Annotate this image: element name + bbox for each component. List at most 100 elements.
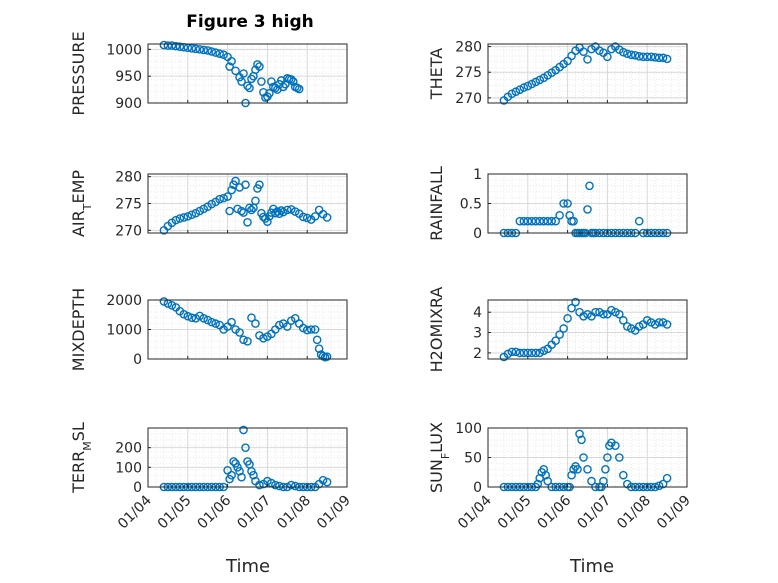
- y-axis-label: AIRTEMP: [69, 170, 94, 237]
- data-point: [573, 464, 582, 474]
- y-tick-label: 1000: [106, 42, 142, 58]
- data-point: [603, 453, 612, 462]
- data-point: [237, 472, 246, 482]
- data-point: [541, 470, 551, 480]
- data-point: [559, 199, 568, 208]
- x-tick-label: 01/05: [155, 493, 195, 533]
- data-point: [646, 52, 656, 62]
- data-point: [171, 215, 181, 225]
- data-point: [251, 319, 260, 328]
- data-point: [215, 49, 224, 58]
- subplot-h2omixra: 2 3 4 H2OMIXRA: [427, 287, 688, 373]
- data-point: [314, 344, 324, 353]
- data-point: [642, 52, 652, 62]
- data-point: [527, 216, 537, 226]
- data-point: [567, 470, 576, 480]
- data-point: [225, 62, 234, 71]
- data-point: [227, 470, 236, 480]
- data-point: [619, 47, 628, 57]
- data-point: [515, 216, 525, 226]
- y-tick-label: 0: [473, 226, 482, 242]
- x-tick-label: 01/08: [614, 493, 654, 533]
- data-point: [654, 318, 664, 327]
- y-tick-label: 2: [473, 346, 482, 362]
- y-tick-label: 100: [455, 421, 482, 437]
- data-point: [195, 45, 205, 54]
- y-tick-label: 900: [115, 96, 142, 112]
- x-axis-title-right: Time: [570, 556, 615, 577]
- data-point: [601, 464, 610, 474]
- data-point: [253, 60, 262, 69]
- data-point: [282, 205, 292, 215]
- x-tick-label: 01/07: [234, 493, 274, 533]
- data-point: [229, 457, 238, 466]
- y-tick-label: 275: [455, 65, 482, 81]
- data-point: [281, 79, 290, 89]
- y-tick-label: 0: [133, 352, 142, 368]
- subplot-pressure: 900 950 1000 PRESSURE: [69, 31, 348, 116]
- data-point: [179, 213, 189, 222]
- data-point: [203, 46, 212, 55]
- data-point: [519, 83, 529, 92]
- data-point: [615, 453, 624, 462]
- data-point: [318, 475, 328, 485]
- data-point: [247, 313, 256, 323]
- y-tick-label: 4: [473, 305, 482, 321]
- subplot-sun-flux: 0 50 100 01/04 01/05 01/06 01/07 01/08 01/09 SUNF…: [427, 421, 694, 532]
- data-point: [245, 83, 254, 93]
- y-tick-label: 0: [473, 480, 482, 496]
- data-point: [322, 477, 332, 487]
- y-axis-label: H2OMIXRA: [427, 287, 446, 373]
- data-point: [275, 481, 284, 491]
- y-axis-label: PRESSURE: [69, 31, 88, 115]
- x-tick-label: 01/09: [654, 493, 694, 533]
- data-point: [312, 335, 322, 345]
- data-point: [662, 320, 672, 329]
- data-point: [662, 54, 672, 64]
- data-point: [227, 317, 236, 327]
- data-point: [227, 56, 236, 66]
- data-point: [591, 307, 600, 317]
- y-tick-label: 100: [115, 460, 142, 476]
- data-point: [523, 216, 533, 226]
- axes-box: [487, 43, 688, 104]
- data-point: [563, 314, 572, 323]
- data-point: [619, 470, 628, 480]
- data-point: [563, 199, 572, 208]
- data-point: [239, 69, 248, 78]
- data-point: [565, 210, 574, 220]
- data-point: [583, 464, 592, 474]
- data-point: [247, 205, 256, 215]
- data-point: [302, 213, 312, 223]
- data-point: [619, 316, 628, 325]
- data-point: [555, 210, 564, 220]
- data-point: [175, 214, 185, 223]
- data-point: [241, 443, 250, 452]
- x-tick-label: 01/06: [535, 492, 575, 532]
- data-point: [243, 217, 252, 227]
- data-point: [515, 348, 525, 358]
- data-point: [175, 42, 185, 51]
- y-tick-label: 3: [473, 326, 482, 342]
- data-point: [322, 352, 332, 361]
- x-tick-label: 01/09: [314, 493, 354, 533]
- y-tick-label: 1: [473, 167, 482, 183]
- data-point: [519, 348, 529, 358]
- y-axis-label: RAINFALL: [427, 166, 446, 241]
- data-point: [585, 181, 594, 191]
- data-point: [662, 473, 672, 483]
- data-point: [245, 203, 254, 213]
- y-tick-label: 270: [115, 223, 142, 239]
- data-point: [579, 47, 588, 56]
- subplot-rainfall: 0 0.5 1 RAINFALL: [427, 166, 688, 242]
- data-point: [555, 330, 564, 339]
- data-point: [294, 84, 304, 94]
- data-point: [187, 210, 197, 220]
- y-axis-label: MIXDEPTH: [69, 288, 88, 371]
- data-point: [543, 216, 553, 226]
- data-point: [539, 216, 549, 226]
- y-tick-label: 0.5: [460, 197, 482, 213]
- data-point: [306, 325, 316, 334]
- y-tick-label: 270: [455, 91, 482, 107]
- y-tick-label: 280: [115, 170, 142, 186]
